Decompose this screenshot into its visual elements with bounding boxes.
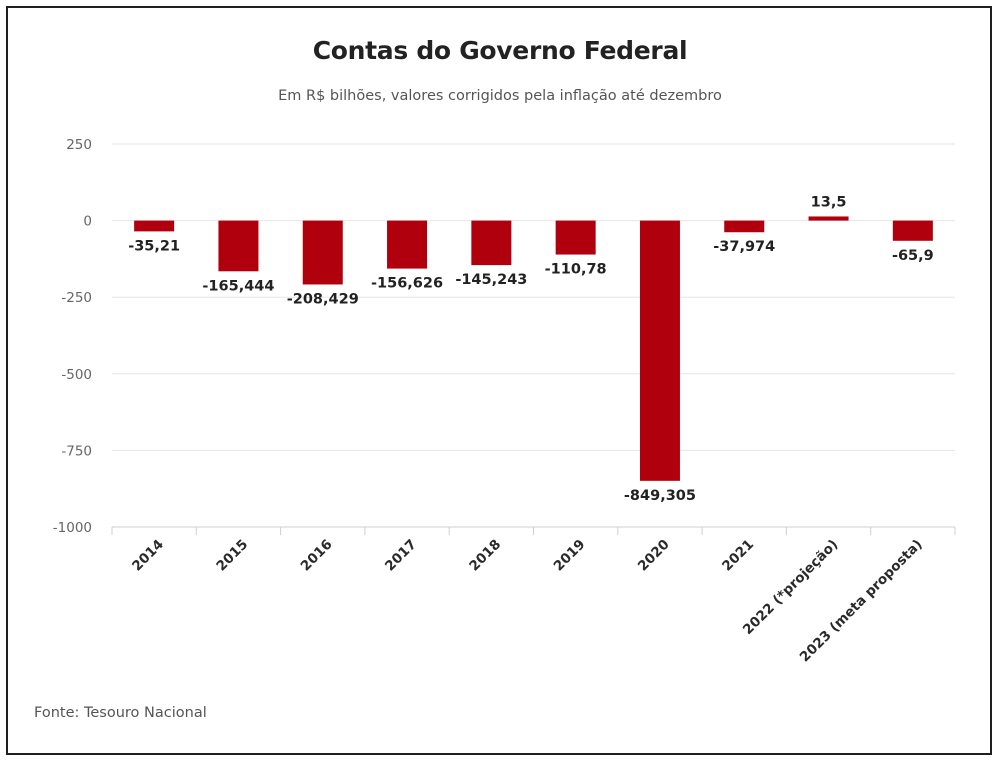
bar: [387, 220, 428, 269]
bar: [555, 220, 596, 255]
y-tick-label: -500: [61, 367, 92, 383]
source-note: Fonte: Tesouro Nacional: [34, 705, 207, 721]
y-tick-label: 0: [83, 214, 92, 230]
data-label: -110,78: [545, 262, 607, 278]
x-tick-label: 2021: [719, 537, 757, 575]
data-label: -849,305: [624, 488, 696, 504]
bar: [302, 220, 343, 285]
bar: [808, 216, 849, 221]
chart-subtitle: Em R$ bilhões, valores corrigidos pela i…: [278, 88, 722, 104]
x-tick-label: 2015: [213, 537, 251, 575]
data-label: 13,5: [811, 194, 847, 210]
data-label: -35,21: [128, 238, 180, 254]
y-tick-label: -750: [61, 443, 92, 459]
bar: [892, 220, 933, 241]
data-label: -65,9: [892, 248, 934, 264]
data-label: -208,429: [287, 291, 359, 307]
bar: [134, 220, 175, 232]
data-label: -165,444: [202, 278, 274, 294]
x-tick-label: 2016: [298, 537, 336, 575]
chart-title: Contas do Governo Federal: [312, 36, 688, 65]
bar: [471, 220, 512, 266]
data-label: -156,626: [371, 276, 443, 292]
bar: [724, 220, 765, 233]
x-tick-label: 2019: [551, 537, 589, 575]
data-label: -145,243: [455, 272, 527, 288]
x-tick-label: 2017: [382, 537, 420, 575]
data-label: -37,974: [713, 239, 775, 255]
x-tick-label: 2020: [635, 537, 673, 575]
y-tick-label: -250: [61, 290, 92, 306]
y-tick-label: -1000: [53, 520, 92, 536]
bar: [218, 220, 259, 272]
bar: [639, 220, 680, 481]
x-tick-label: 2018: [466, 537, 504, 575]
x-tick-label: 2022 (*projeção): [740, 537, 841, 638]
x-tick-label: 2014: [129, 537, 167, 575]
chart-frame: [6, 6, 992, 755]
y-tick-label: 250: [66, 137, 92, 153]
